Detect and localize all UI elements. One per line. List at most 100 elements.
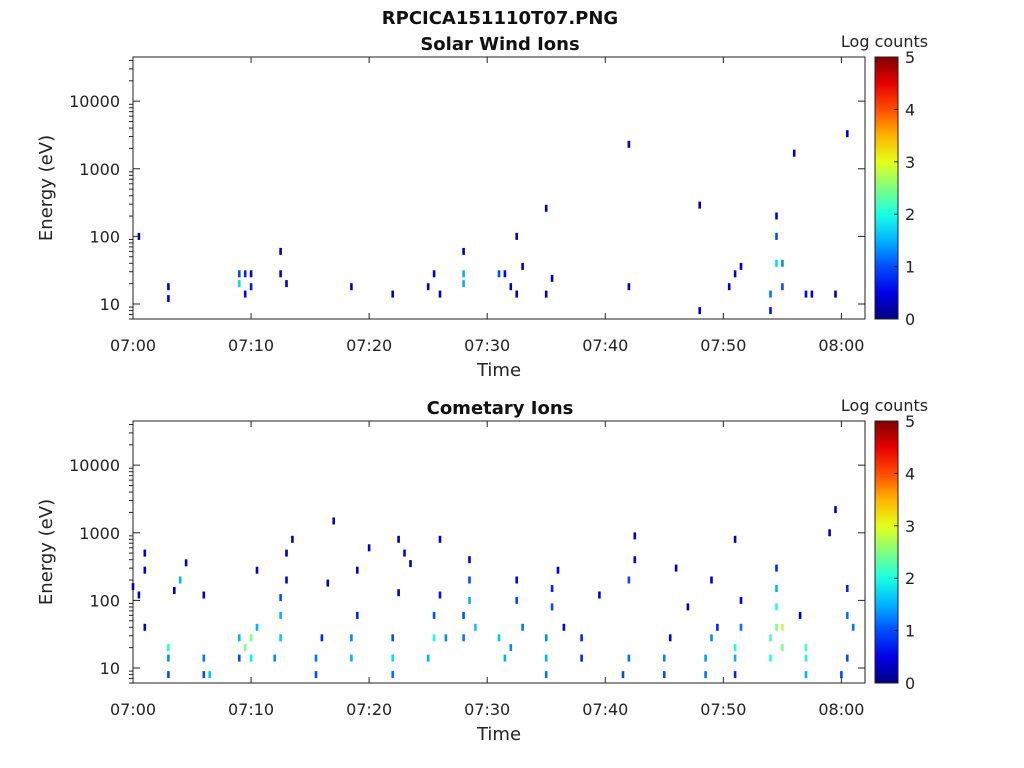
x-tick-label: 07:10 <box>228 700 274 719</box>
heatmap-cell <box>769 290 772 298</box>
heatmap-cell <box>769 307 772 315</box>
heatmap-cell <box>775 212 778 220</box>
x-tick-label: 07:40 <box>582 700 628 719</box>
colorbar-tick-label: 1 <box>905 258 915 277</box>
colorbar-tick-label: 2 <box>905 205 915 224</box>
heatmap-cell <box>356 611 359 619</box>
colorbar-tick-label: 1 <box>905 622 915 641</box>
heatmap-cell <box>515 576 518 584</box>
heatmap-cell <box>769 634 772 642</box>
heatmap-cell <box>521 262 524 270</box>
heatmap-cell <box>804 290 808 298</box>
colorbar-tick-label: 5 <box>905 412 915 431</box>
colorbar <box>874 56 899 320</box>
heatmap-cell <box>178 576 182 584</box>
heatmap-cell <box>279 611 282 619</box>
heatmap-cell <box>710 634 713 642</box>
heatmap-cell <box>804 654 808 662</box>
y-axis-label: Energy (eV) <box>36 499 57 605</box>
heatmap-cell <box>462 270 465 278</box>
heatmap-cell <box>131 583 135 591</box>
heatmap-cell <box>509 644 513 652</box>
heatmap-cell <box>432 611 436 619</box>
heatmap-cell <box>291 535 294 543</box>
heatmap-cell <box>810 290 814 298</box>
heatmap-cell <box>792 149 796 157</box>
heatmap-cell <box>798 611 802 619</box>
heatmap-cell <box>503 270 507 278</box>
heatmap-cell <box>202 671 206 679</box>
heatmap-cell <box>846 585 849 592</box>
x-tick-label: 07:30 <box>464 700 510 719</box>
heatmap-cell <box>775 603 778 611</box>
heatmap-cell <box>350 283 353 291</box>
heatmap-cell <box>314 671 318 679</box>
heatmap-cell <box>775 585 778 592</box>
plot-area <box>132 420 866 684</box>
colorbar-tick-label: 0 <box>905 310 915 329</box>
heatmap-cell <box>851 623 855 631</box>
heatmap-cell <box>167 295 170 303</box>
heatmap-cell <box>804 644 808 652</box>
heatmap-cell <box>775 232 778 240</box>
heatmap-cell <box>580 654 583 662</box>
heatmap-cell <box>515 290 518 298</box>
heatmap-cell <box>739 262 743 270</box>
heatmap-cell <box>846 130 849 138</box>
heatmap-cell <box>710 576 713 584</box>
heatmap-cell <box>474 623 477 631</box>
heatmap-cell <box>544 204 548 212</box>
colorbar-label: Log counts <box>841 32 928 51</box>
heatmap-cell <box>432 634 436 642</box>
heatmap-cell <box>285 549 288 557</box>
heatmap-cell <box>468 596 471 604</box>
heatmap-cell <box>249 283 253 291</box>
heatmap-cell <box>698 201 701 209</box>
heatmap-cell <box>775 623 778 631</box>
heatmap-cell <box>438 535 442 543</box>
heatmap-cell <box>391 671 394 679</box>
panels: Solar Wind Ions 07:00 07:10 07:20 07:30 07:40… <box>36 32 928 745</box>
heatmap-cell <box>840 671 843 679</box>
heatmap-cell <box>167 654 170 662</box>
heatmap-cell <box>202 654 206 662</box>
heatmap-cell <box>733 270 737 278</box>
heatmap-cell <box>468 556 471 564</box>
colorbar-label: Log counts <box>841 396 928 415</box>
heatmap-cell <box>438 591 442 599</box>
x-tick-label: 07:20 <box>346 700 392 719</box>
heatmap-cell <box>285 576 288 584</box>
heatmap-cell <box>320 634 324 642</box>
heatmap-cell <box>238 270 241 278</box>
panel-1: Solar Wind Ions 07:00 07:10 07:20 07:30 07:40… <box>36 32 928 381</box>
heatmap-cell <box>775 259 778 267</box>
heatmap-cell <box>279 270 282 278</box>
colorbar-tick-label: 0 <box>905 674 915 693</box>
colorbar-tick-label: 5 <box>905 48 915 67</box>
heatmap-cell <box>391 654 394 662</box>
heatmap-cell <box>521 623 524 631</box>
heatmap-cell <box>781 283 784 291</box>
heatmap-cell <box>846 654 849 662</box>
heatmap-cell <box>733 654 737 662</box>
heatmap-cell <box>828 529 831 537</box>
y-tick-label: 100 <box>89 227 120 246</box>
y-tick-label: 10000 <box>69 456 120 475</box>
heatmap-cell <box>249 654 253 662</box>
heatmap-cell <box>497 634 501 642</box>
x-tick-label: 07:10 <box>228 336 274 355</box>
heatmap-cell <box>255 566 259 574</box>
heatmap-cell <box>733 644 737 652</box>
heatmap-cell <box>509 283 513 291</box>
heatmap-cell <box>243 644 247 652</box>
heatmap-cell <box>668 634 672 642</box>
heatmap-cell <box>332 517 335 525</box>
heatmap-cell <box>781 623 784 631</box>
heatmap-cell <box>350 634 353 642</box>
heatmap-cell <box>674 564 678 572</box>
heatmap-cell <box>462 280 465 288</box>
heatmap-cell <box>279 634 282 642</box>
y-tick-label: 100 <box>89 591 120 610</box>
heatmap-cell <box>432 270 436 278</box>
heatmap-cell <box>462 247 465 255</box>
